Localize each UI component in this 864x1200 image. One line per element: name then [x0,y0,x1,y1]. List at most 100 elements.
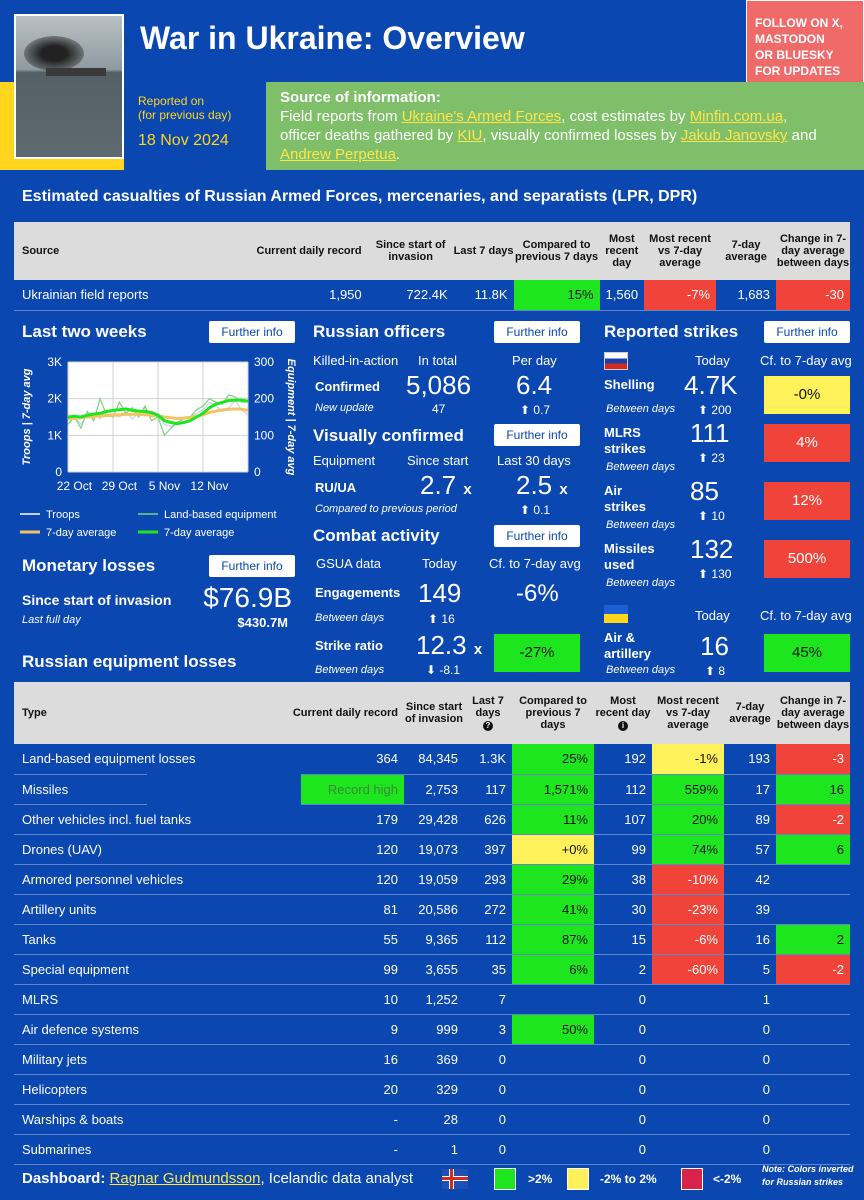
row-type: Warships & boats [14,1104,224,1135]
col-header: Most recent day i [594,682,652,744]
reported-date: 18 Nov 2024 [138,132,229,149]
gsua-label: GSUA data [316,556,382,571]
header-photo [14,14,124,159]
row-value: 999 [404,1014,464,1045]
officers-perday-change: ⬆ 0.7 [520,403,551,417]
reported-label: Reported on [138,94,205,108]
monetary-sub-value: $430.7M [237,615,288,630]
row-value: 16 [776,774,850,805]
col-header: Last 7 days [453,222,514,280]
combat-info-button[interactable]: Further info [494,525,580,547]
link-jakub-janovsky[interactable]: Jakub Janovsky [680,127,788,144]
row-type: Air defence systems [14,1014,224,1045]
row-value [512,984,594,1015]
strike-cf: 500% [764,540,850,578]
combat-today-header: Today [422,556,457,571]
legend-yellow-label: -2% to 2% [600,1172,657,1186]
row-value: 7 [464,984,512,1015]
visual-info-button[interactable]: Further info [494,424,580,446]
row-value: 1,571% [512,774,594,805]
sr-cf: -27% [494,634,580,672]
row-value: 20 [224,1074,404,1105]
officers-info-button[interactable]: Further info [494,321,580,343]
row-value: 0 [464,1104,512,1135]
row-value [652,1104,724,1135]
col-header: Change in 7-day average between days [776,682,850,744]
row-value [512,1104,594,1135]
monetary-info-button[interactable]: Further info [209,555,295,577]
row-value: -2 [776,954,850,985]
y-tick-left: 1K [47,428,62,442]
table-row: Missiles Record high 2,753 117 1,571% 112 559%… [14,774,850,805]
row-value: 112 [464,924,512,955]
footer-author-link[interactable]: Ragnar Gudmundsson [109,1170,261,1187]
row-value: -3 [776,744,850,775]
table-row: Submarines -1 0 0 0 [14,1134,850,1165]
row-value: 293 [464,864,512,895]
row-value [776,984,850,1015]
sr-between-label: Between days [315,664,385,676]
col-header: Compared to previous 7 days [513,222,600,280]
row-value: 9 [224,1014,404,1045]
row-value: 0 [464,1074,512,1105]
row-value: 192 [594,744,652,775]
y-tick-right: 100 [254,428,274,442]
y-tick-right: 200 [254,392,274,406]
two-weeks-info-button[interactable]: Further info [209,321,295,343]
row-value: 5 [724,954,776,985]
row-type: Tanks [14,924,224,955]
visual-title: Visually confirmed [313,426,464,445]
row-value: 0 [594,1134,652,1165]
strike-today: 85 [690,476,719,506]
row-value: 120 [224,864,404,895]
row-value: 2 [776,924,850,955]
legend-red-swatch [681,1168,703,1190]
kia-label: Killed-in-action [313,353,399,368]
row-value: 84,345 [404,744,464,775]
row-value [776,1044,850,1075]
row-value: 0 [724,1134,776,1165]
equipment-label: Equipment [313,453,376,468]
last30-header: Last 30 days [497,453,571,468]
row-value [776,894,850,925]
link-ukraine-armed-forces[interactable]: Ukraine's Armed Forces [401,108,562,125]
row-value: 1 [404,1134,464,1165]
link-minfin[interactable]: Minfin.com.ua [689,108,784,125]
strikes-cf-header: Cf. to 7-day avg [760,353,852,368]
row-value: 107 [594,804,652,835]
row-value: 3,655 [404,954,464,985]
help-icon[interactable]: ? [483,721,493,731]
row-value: 117 [464,774,512,805]
row-value: 2 [594,954,652,985]
link-andrew-perpetua[interactable]: Andrew Perpetua [280,146,396,163]
strikes-info-button[interactable]: Further info [764,321,850,343]
row-value: -23% [652,894,724,925]
russia-flag-icon [604,352,628,370]
strike-label: Air strikes [604,483,646,514]
strikes-ua-cf-header: Cf. to 7-day avg [760,608,852,623]
table-row: Military jets 16 369 0 0 0 [14,1044,850,1075]
row-value: 6% [512,954,594,985]
row-value: 20% [652,804,724,835]
table-row: Artillery units 81 20,586 272 41% 30 -23% 39 [14,894,850,925]
row-type: Special equipment [14,954,224,985]
strike-between: Between days [606,461,676,473]
row-value [512,1074,594,1105]
y-tick-left: 2K [47,392,62,406]
monetary-label: Since start of invasion [22,592,172,608]
source-title: Source of information: [280,89,441,106]
total-header: In total [418,353,458,368]
strike-change: ⬆ 23 [698,451,725,465]
eng-cf: -6% [516,580,559,607]
row-value: 39 [724,894,776,925]
link-kiu[interactable]: KIU [457,127,483,144]
casualties-title: Estimated casualties of Russian Armed Fo… [22,188,698,205]
x-tick: 29 Oct [102,479,138,493]
follow-badge[interactable]: FOLLOW ON X, MASTODON OR BLUESKY FOR UPD… [746,0,864,90]
strike-ua-between: Between days [606,664,676,676]
row-value: 112 [594,774,652,805]
row-type: Land-based equipment losses [14,744,224,775]
info-icon[interactable]: i [618,721,628,731]
strike-cf: -0% [764,376,850,414]
strike-between: Between days [606,519,676,531]
